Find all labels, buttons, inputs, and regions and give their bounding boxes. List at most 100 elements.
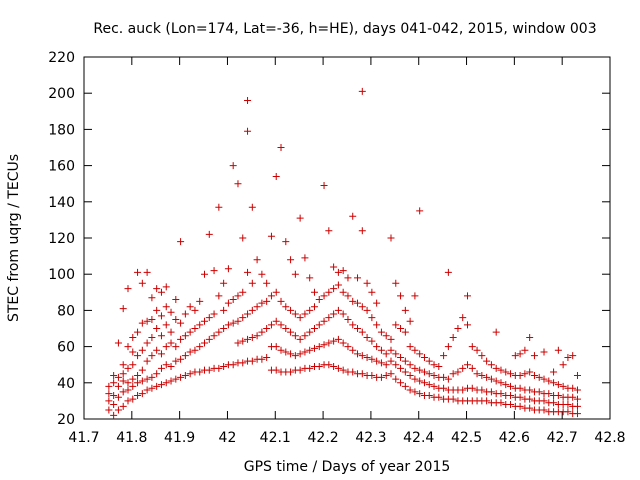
y-tick-label: 160 [48,159,75,175]
data-point [291,270,299,278]
data-point [210,332,218,340]
data-point [497,379,505,387]
data-point [177,335,185,343]
data-point [124,343,132,351]
data-point [201,270,209,278]
data-point [516,402,524,410]
data-point [373,343,381,351]
data-point [224,265,232,273]
data-point [205,366,213,374]
x-tick-label: 42 [219,430,237,446]
data-point [119,305,127,313]
data-point [502,381,510,389]
data-point [287,368,295,376]
data-point [435,393,443,401]
data-point [239,359,247,367]
data-point [382,350,390,358]
data-point [454,325,462,332]
data-point [492,377,500,385]
data-point [344,315,352,323]
data-point [320,341,328,349]
data-point [330,337,338,345]
data-point [550,368,558,376]
data-point [205,230,213,238]
data-point [440,352,448,360]
data-point [320,182,328,190]
data-point [143,339,151,347]
data-point [239,337,247,345]
data-point [310,303,318,311]
data-point [554,381,562,389]
data-point [191,306,199,314]
data-point [382,361,390,369]
data-point [138,319,146,327]
data-point [540,397,548,405]
y-tick-label: 200 [48,86,75,102]
data-point [349,321,357,329]
data-point [382,372,390,380]
data-point [229,361,237,369]
data-point [330,363,338,371]
data-point [253,256,261,264]
data-point [105,382,113,390]
data-point [181,352,189,360]
data-point [492,328,500,336]
data-point [220,279,228,287]
data-point [229,296,237,304]
data-point [487,388,495,396]
data-point [162,283,170,291]
data-point [373,321,381,329]
x-tick-label: 41.9 [164,430,195,446]
data-point [425,357,433,365]
data-points [105,87,581,419]
x-tick-label: 42.5 [451,430,482,446]
data-point [306,306,314,314]
data-point [440,373,448,381]
x-axis: 41.7 41.8 41.9 42 42.1 42.2 42.3 42.4 42.5 42.6 42… [68,57,626,446]
data-point [114,406,122,414]
data-point [401,382,409,390]
data-point [392,279,400,287]
data-point [406,361,414,369]
data-point [315,321,323,329]
data-point [358,352,366,360]
data-point [287,350,295,358]
data-point [478,372,486,380]
y-tick-label: 180 [48,122,75,138]
data-point [363,306,371,314]
data-point [248,203,256,211]
data-point [234,317,242,325]
data-point [129,395,137,403]
data-point [296,350,304,358]
data-point [339,366,347,374]
data-point [253,332,261,340]
data-point [201,317,209,325]
data-point [157,288,165,296]
data-point [315,363,323,371]
x-tick-label: 41.8 [116,430,147,446]
data-point [387,357,395,365]
data-point [564,353,572,361]
data-point [157,381,165,389]
data-point [540,375,548,383]
data-point [487,361,495,369]
data-point [167,339,175,347]
data-point [473,346,481,354]
data-point [114,339,122,347]
data-point [119,370,127,378]
data-point [306,328,314,336]
data-point [497,390,505,398]
data-point [162,321,170,329]
data-point [134,372,142,380]
y-tick-label: 80 [57,303,75,319]
data-point [248,334,256,342]
data-point [339,288,347,296]
data-point [138,366,146,374]
data-point [105,406,113,414]
data-point [172,315,180,323]
data-point [172,296,180,304]
data-point [330,285,338,293]
data-point [186,328,194,336]
data-point [526,404,534,412]
